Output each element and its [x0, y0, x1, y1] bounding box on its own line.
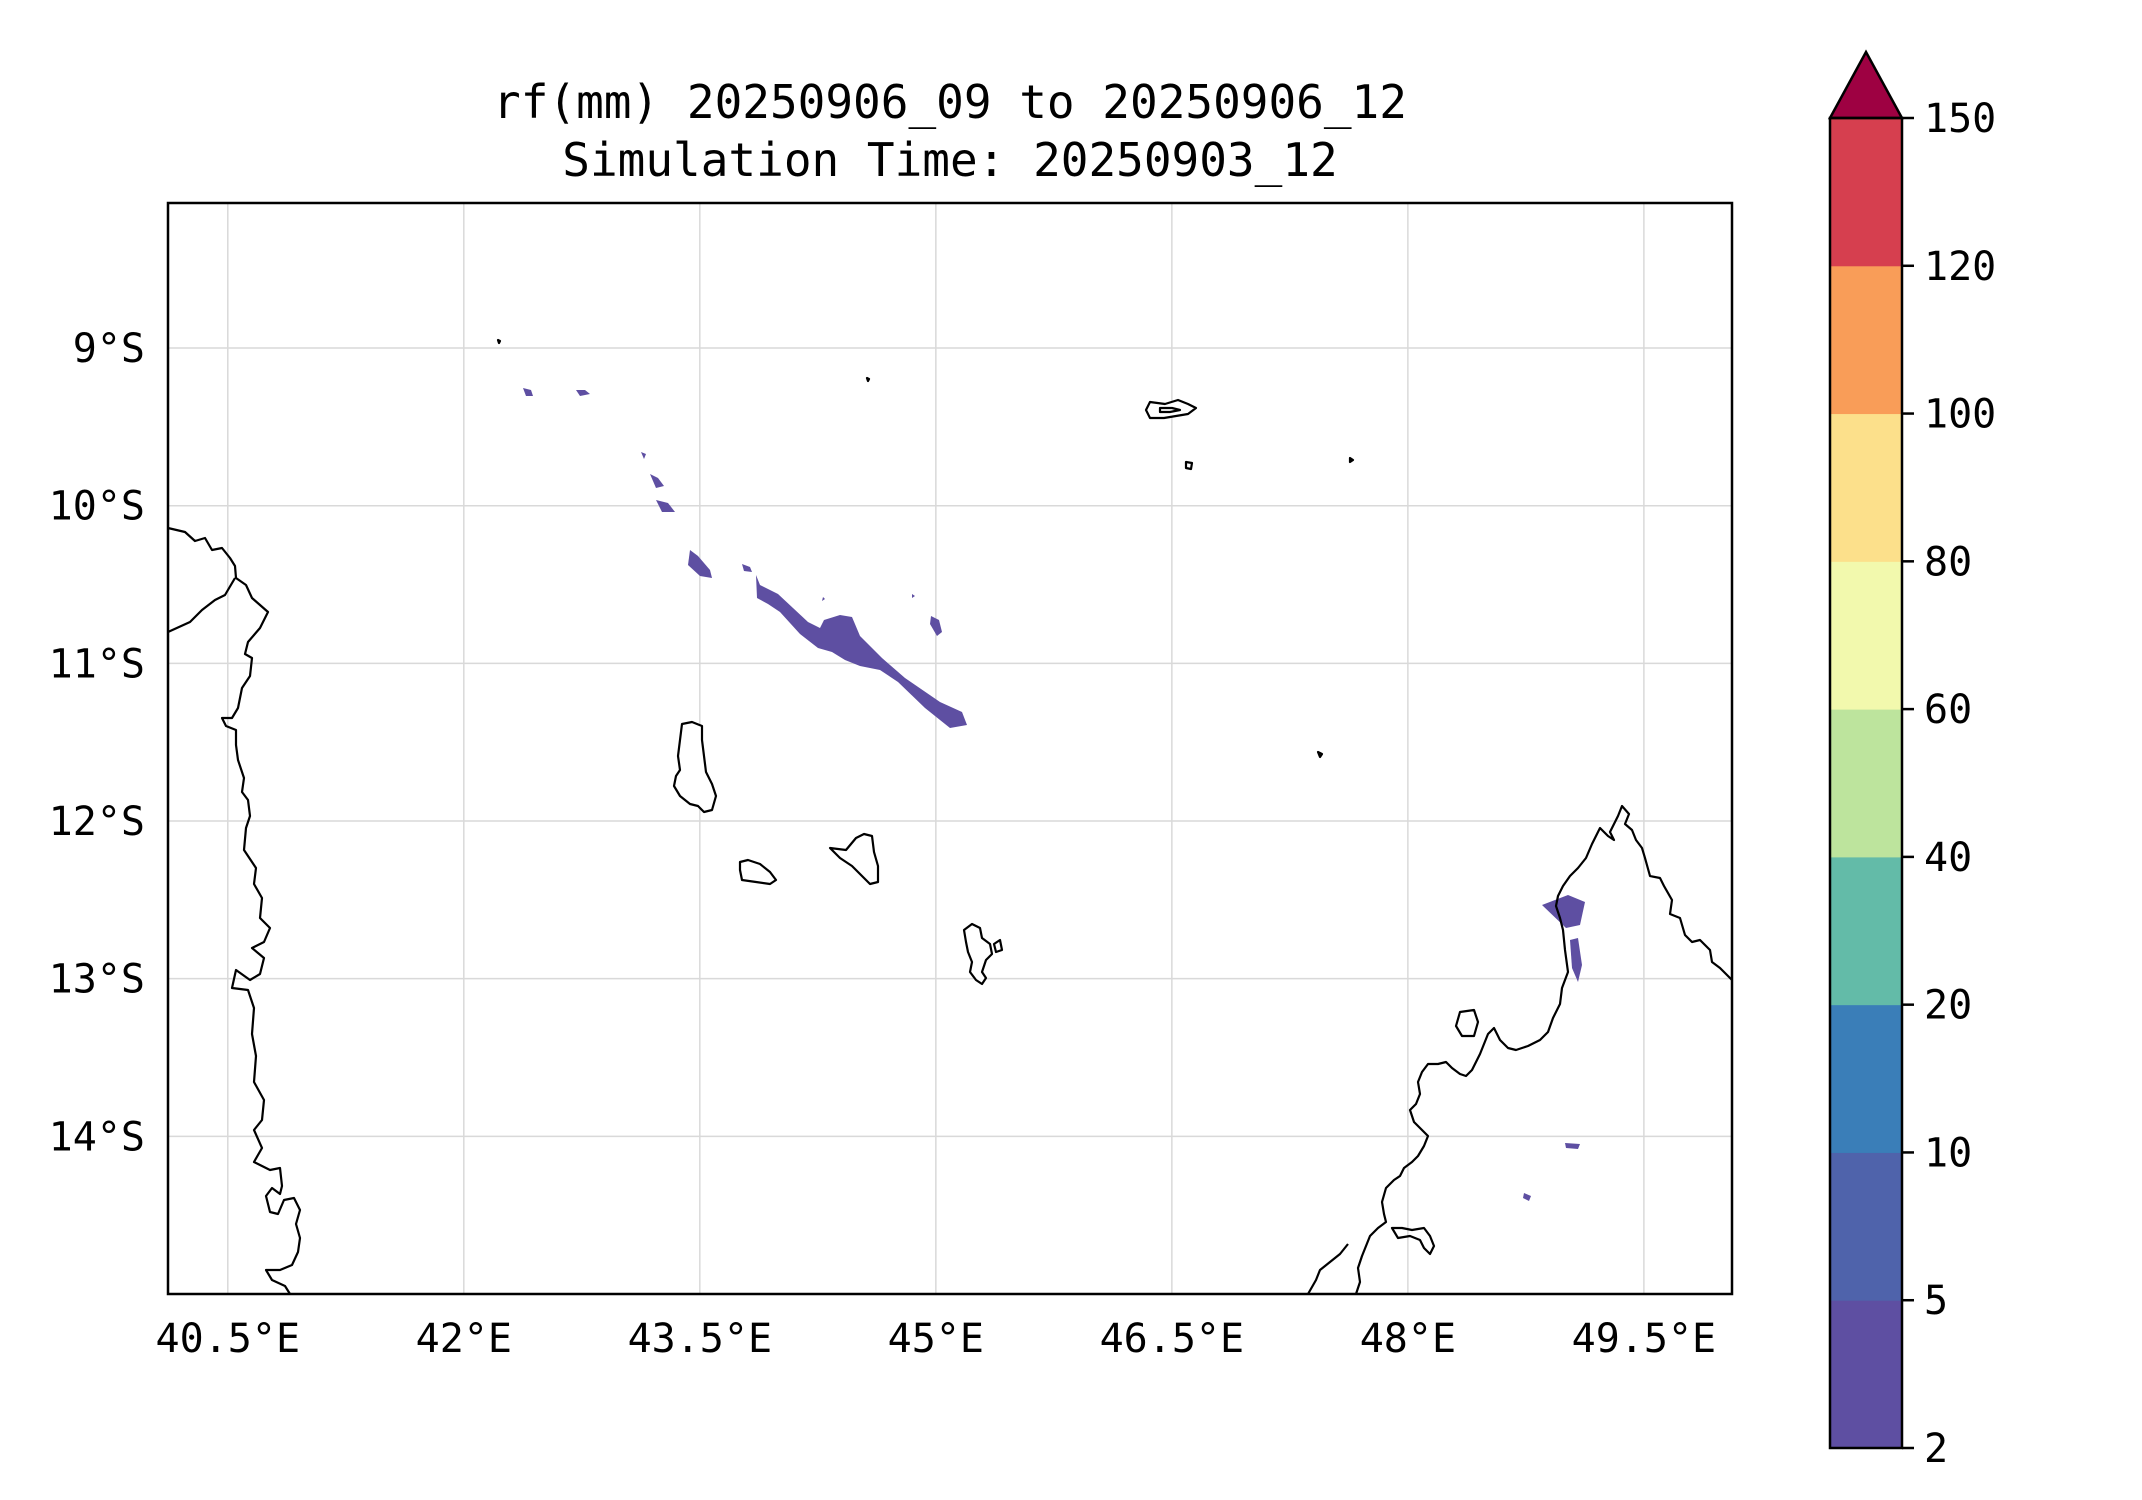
map-panel [166, 201, 1734, 1296]
rain-patch-1 [688, 550, 712, 578]
coastlines [167, 338, 1733, 1295]
x-axis-tick-labels: 40.5°E 42°E 43.5°E 45°E 46.5°E 48°E 49.5°E [156, 1316, 1717, 1362]
island-nosy-be [1454, 1008, 1480, 1038]
island-anjouan [828, 832, 880, 886]
colorbar-segment [1830, 1152, 1902, 1301]
coastline-madagascar-north [1354, 804, 1733, 1295]
gridlines [168, 203, 1732, 1294]
y-tick-label: 10°S [49, 484, 145, 530]
rain-band-main [756, 575, 967, 728]
rain-patch-5 [523, 388, 533, 396]
island-speck-north [496, 338, 502, 345]
island-cosmoledo [1348, 456, 1355, 464]
colorbar-segment [1830, 856, 1902, 1006]
y-tick-label: 13°S [49, 957, 145, 1003]
island-mayotte-petite [992, 938, 1004, 954]
colorbar-tick-label: 40 [1924, 835, 1972, 881]
island-aldabra [1144, 398, 1198, 420]
colorbar-segment [1830, 709, 1902, 858]
rainfall-patches [523, 388, 1585, 1201]
colorbar-extend-arrow [1827, 49, 1905, 120]
colorbar-tick-label: 150 [1924, 96, 1996, 142]
colorbar-tick-label: 5 [1924, 1278, 1948, 1324]
map-frame [166, 201, 1734, 1296]
x-tick-label: 46.5°E [1100, 1316, 1245, 1362]
figure-title-line1: rf(mm) 20250906_09 to 20250906_12 [493, 75, 1407, 129]
colorbar-tick-label: 100 [1924, 392, 1996, 438]
colorbar-tick-label: 2 [1924, 1426, 1948, 1472]
y-tick-label: 14°S [49, 1114, 145, 1160]
rain-patch-11 [1542, 895, 1585, 928]
rain-patch-9 [822, 597, 825, 601]
rain-patch-2 [656, 500, 675, 512]
y-tick-label: 11°S [49, 641, 145, 687]
rain-patch-10 [912, 594, 915, 598]
rain-patch-14 [1523, 1193, 1531, 1201]
colorbar-tick-label: 120 [1924, 244, 1996, 290]
x-tick-label: 42°E [416, 1316, 512, 1362]
x-tick-label: 49.5°E [1572, 1316, 1717, 1362]
rain-patch-12 [1570, 938, 1582, 982]
island-glorioso [1316, 750, 1324, 759]
y-tick-label: 12°S [49, 799, 145, 845]
island-assumption [1184, 460, 1194, 471]
rain-patch-8 [930, 616, 942, 636]
rain-patch-3 [650, 474, 664, 488]
rain-patch-13 [1565, 1143, 1580, 1149]
colorbar: 2 5 10 20 40 60 80 100 120 150 [1827, 49, 1996, 1472]
coastline-madagascar-west-bay [1390, 1226, 1436, 1256]
colorbar-segment [1830, 118, 1902, 267]
island-speck-centre [865, 376, 871, 383]
colorbar-segment [1830, 1004, 1902, 1153]
colorbar-segment [1830, 561, 1902, 710]
y-tick-label: 9°S [73, 326, 145, 372]
colorbar-tick-label: 80 [1924, 539, 1972, 585]
rain-patch-7 [742, 564, 752, 572]
colorbar-tick-label: 20 [1924, 983, 1972, 1029]
figure-title-line2: Simulation Time: 20250903_12 [562, 133, 1337, 187]
colorbar-outline [1828, 116, 1904, 1450]
x-tick-label: 43.5°E [628, 1316, 773, 1362]
colorbar-tick-label: 60 [1924, 687, 1972, 733]
x-tick-label: 40.5°E [156, 1316, 301, 1362]
coastline-madagascar-cape [1307, 1243, 1349, 1295]
coastline-africa-mainland [167, 526, 302, 1295]
colorbar-segment [1830, 265, 1902, 415]
colorbar-tick-label: 10 [1924, 1130, 1972, 1176]
y-axis-tick-labels: 9°S 10°S 11°S 12°S 13°S 14°S [49, 326, 145, 1160]
island-grande-comore [672, 720, 718, 814]
map-background [168, 203, 1732, 1294]
coastline-africa-upper [167, 577, 236, 634]
x-tick-label: 48°E [1360, 1316, 1456, 1362]
x-tick-label: 45°E [888, 1316, 984, 1362]
colorbar-segment [1830, 413, 1902, 562]
rain-patch-4 [641, 452, 646, 459]
rain-patch-6 [576, 390, 590, 396]
island-mayotte [962, 922, 994, 986]
island-moheli [738, 858, 778, 886]
colorbar-segment [1830, 1300, 1902, 1449]
